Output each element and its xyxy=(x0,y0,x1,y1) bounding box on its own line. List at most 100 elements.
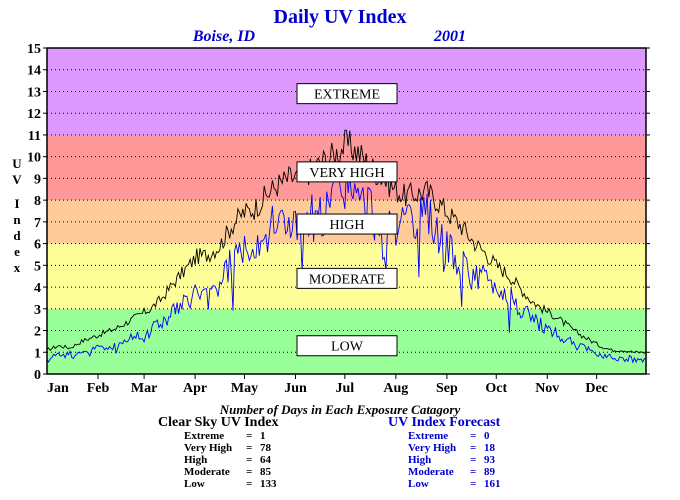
y-axis-label-char: e xyxy=(14,244,20,259)
y-tick-label: 1 xyxy=(34,346,41,361)
chart-title: Daily UV Index xyxy=(274,6,407,28)
x-tick-label: Dec xyxy=(585,381,608,396)
forecast-row-name: High xyxy=(408,454,432,466)
y-tick-label: 5 xyxy=(34,259,41,274)
clear-sky-row-name: Moderate xyxy=(184,466,230,478)
band-label-box xyxy=(296,213,398,235)
y-axis-label-char: n xyxy=(13,212,21,227)
clear-sky-row-value: 1 xyxy=(260,430,266,442)
y-axis-label-char: V xyxy=(12,172,22,187)
clear-sky-row-name: Very High xyxy=(184,442,233,454)
forecast-row: Low = 161 xyxy=(408,478,524,490)
forecast-row-equals: = xyxy=(470,442,477,454)
band-label-box xyxy=(296,161,398,183)
clear-sky-row-name: Low xyxy=(184,478,205,490)
band-labels: LOW MODERATE HIGH VERY HIGH EXTREME xyxy=(296,83,398,357)
forecast-row-value: 161 xyxy=(484,478,501,490)
x-tick-label: Mar xyxy=(131,381,157,396)
clear-sky-row-equals: = xyxy=(246,478,253,490)
forecast-row-value: 0 xyxy=(484,430,490,442)
clear-sky-row-equals: = xyxy=(246,454,253,466)
y-tick-label: 7 xyxy=(34,216,41,231)
y-tick-label: 12 xyxy=(27,107,41,122)
summary-title: Number of Days in Each Exposure Catagory xyxy=(219,402,461,417)
clear-sky-row-equals: = xyxy=(246,466,253,478)
chart-year: 2001 xyxy=(433,28,466,45)
clear-sky-row: Low = 133 xyxy=(184,478,300,490)
band-label-very-high: VERY HIGH xyxy=(296,161,398,183)
clear-sky-rows: Extreme = 1 Very High = 78 High = 64 Moderate = 85 L… xyxy=(184,430,300,490)
uv-chart: Daily UV Index Boise, ID 2001 LOW MODERAT… xyxy=(12,6,650,396)
y-axis-label-char: d xyxy=(13,228,21,243)
band-label-text: LOW xyxy=(331,340,364,355)
forecast-row-value: 93 xyxy=(484,454,495,466)
y-tick-label: 9 xyxy=(34,172,41,187)
clear-sky-summary: Clear Sky UV Index Extreme = 1 Very High = 78… xyxy=(158,415,300,490)
y-tick-label: 6 xyxy=(34,238,41,253)
x-tick-label: Sep xyxy=(436,381,458,396)
x-tick-label: Jun xyxy=(284,381,307,396)
forecast-row: Moderate = 89 xyxy=(408,466,524,478)
clear-sky-row-name: High xyxy=(184,454,208,466)
x-tick-label: Jan xyxy=(47,381,69,396)
band-label-low: LOW xyxy=(296,335,398,357)
band-label-box xyxy=(296,83,398,105)
y-tick-label: 11 xyxy=(28,129,41,144)
forecast-summary: UV Index Forecast Extreme = 0 Very High = 18 H… xyxy=(388,415,524,490)
y-tick-label: 10 xyxy=(27,151,41,166)
forecast-row: Extreme = 0 xyxy=(408,430,524,442)
x-axis-ticks: Jan Feb Mar Apr May Jun Jul Aug Sep Oct Nov Dec xyxy=(47,374,608,396)
clear-sky-row: Moderate = 85 xyxy=(184,466,300,478)
chart-location: Boise, ID xyxy=(192,28,256,45)
band-label-text: VERY HIGH xyxy=(309,166,384,181)
forecast-heading: UV Index Forecast xyxy=(388,415,501,430)
x-tick-label: Apr xyxy=(183,381,207,396)
clear-sky-series-line xyxy=(46,129,647,354)
forecast-row-equals: = xyxy=(470,430,477,442)
clear-sky-row-value: 133 xyxy=(260,478,277,490)
x-tick-label: Nov xyxy=(535,381,559,396)
forecast-row: High = 93 xyxy=(408,454,524,466)
clear-sky-row-equals: = xyxy=(246,430,253,442)
forecast-row: Very High = 18 xyxy=(408,442,524,454)
forecast-row-equals: = xyxy=(470,454,477,466)
band-label-box xyxy=(296,335,398,357)
clear-sky-heading: Clear Sky UV Index xyxy=(158,415,279,430)
y-tick-label: 0 xyxy=(34,368,41,383)
forecast-row-equals: = xyxy=(470,466,477,478)
x-tick-label: Oct xyxy=(485,381,507,396)
band-label-extreme: EXTREME xyxy=(296,83,398,105)
forecast-row-name: Low xyxy=(408,478,429,490)
band-label-high: HIGH xyxy=(296,213,398,235)
clear-sky-row-name: Extreme xyxy=(184,430,225,442)
x-tick-label: May xyxy=(231,381,258,396)
band-label-box xyxy=(296,267,398,289)
forecast-row-value: 18 xyxy=(484,442,495,454)
y-tick-label: 15 xyxy=(27,42,41,57)
forecast-row-name: Extreme xyxy=(408,430,449,442)
band-label-moderate: MODERATE xyxy=(296,267,398,289)
band-label-text: HIGH xyxy=(330,218,365,233)
forecast-row-value: 89 xyxy=(484,466,495,478)
y-tick-label: 2 xyxy=(34,325,41,340)
y-axis-label-char: U xyxy=(12,156,22,171)
clear-sky-row: Very High = 78 xyxy=(184,442,300,454)
clear-sky-row: Extreme = 1 xyxy=(184,430,300,442)
forecast-row-equals: = xyxy=(470,478,477,490)
clear-sky-row-value: 64 xyxy=(260,454,271,466)
x-tick-label: Aug xyxy=(383,381,408,396)
forecast-rows: Extreme = 0 Very High = 18 High = 93 Moderate = 89 L… xyxy=(408,430,524,490)
y-tick-label: 14 xyxy=(27,64,41,79)
x-tick-label: Jul xyxy=(336,381,355,396)
x-tick-label: Feb xyxy=(87,381,110,396)
plot-frame xyxy=(46,47,647,375)
clear-sky-row-value: 85 xyxy=(260,466,271,478)
y-axis-label-char: x xyxy=(14,260,21,275)
y-tick-label: 13 xyxy=(27,85,41,100)
clear-sky-row-value: 78 xyxy=(260,442,271,454)
forecast-row-name: Moderate xyxy=(408,466,454,478)
y-tick-label: 8 xyxy=(34,194,41,209)
forecast-row-name: Very High xyxy=(408,442,457,454)
